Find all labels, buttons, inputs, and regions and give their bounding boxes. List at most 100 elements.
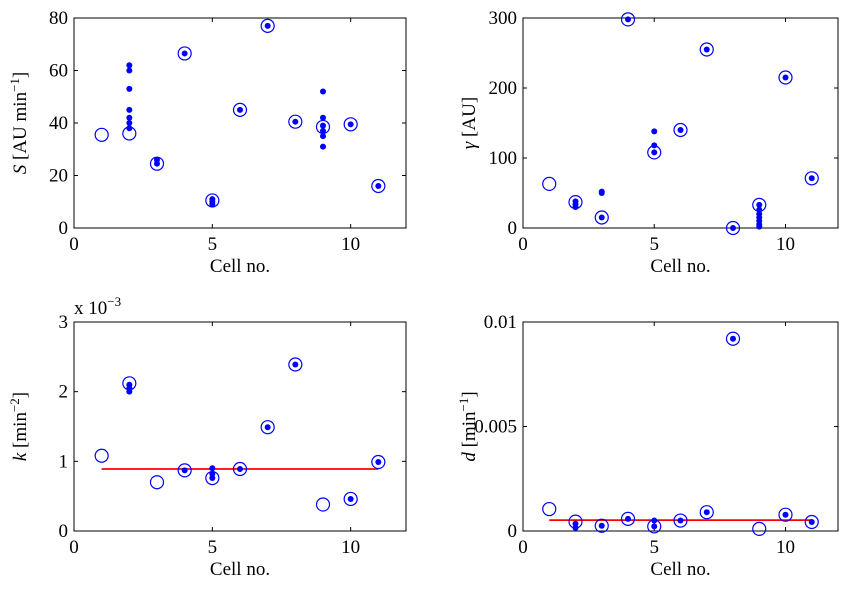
dot-marker	[808, 175, 815, 182]
x-tick-label: 5	[650, 537, 660, 558]
y-axis-unit: [min	[10, 412, 31, 453]
y-axis-variable: S	[10, 164, 31, 174]
ring-marker	[778, 70, 793, 85]
dot-marker	[756, 206, 763, 213]
y-axis-exponent: −1	[456, 398, 471, 412]
ring-marker	[177, 46, 192, 61]
ring-marker	[542, 176, 557, 191]
dot-marker	[625, 515, 631, 522]
y-axis-unit: [min	[459, 411, 480, 452]
dot-marker	[598, 522, 605, 529]
ring-marker	[725, 331, 741, 346]
y-axis-label: k [min−2]	[7, 392, 31, 461]
axes-box	[73, 321, 407, 532]
dot-marker	[320, 127, 326, 134]
y-tick-label: 0	[508, 218, 518, 239]
ring-marker	[232, 461, 248, 477]
y-tick-label: 0.01	[484, 312, 517, 333]
dot-marker	[264, 22, 271, 29]
ring-marker	[594, 210, 609, 225]
x-tick-label: 10	[776, 537, 795, 558]
ring-marker	[260, 18, 275, 33]
x-tick-label: 0	[518, 537, 528, 558]
dot-marker	[703, 509, 710, 516]
ring-marker	[343, 117, 358, 132]
dot-marker	[126, 67, 133, 74]
x-tick-label: 5	[208, 537, 218, 558]
y-axis-label: S [AU min−1]	[7, 72, 31, 175]
ring-marker	[673, 122, 688, 138]
ring-marker	[725, 220, 741, 236]
ring-marker	[673, 513, 688, 528]
y-axis-label: γ [AU]	[459, 97, 480, 149]
y-axis-variable: d	[459, 452, 480, 462]
dot-marker	[598, 190, 605, 196]
y-tick-label: 200	[489, 78, 518, 99]
dot-marker	[126, 125, 133, 132]
dot-marker	[782, 74, 789, 81]
ring-marker	[343, 491, 358, 507]
dot-marker	[292, 361, 299, 368]
ring-marker	[804, 171, 819, 186]
dot-marker	[730, 335, 736, 342]
y-axis-unit: [AU min	[10, 91, 31, 164]
ring-marker	[620, 12, 636, 27]
x-tick-label: 10	[341, 234, 360, 255]
plot-d: 0 5 10 0 0.005 0.01 Cell no. d [min−1]	[456, 312, 839, 580]
dot-marker	[237, 106, 243, 113]
ring-marker	[699, 505, 714, 520]
dot-marker	[375, 459, 382, 466]
ring-marker	[778, 507, 793, 522]
dot-marker	[126, 85, 133, 92]
dot-marker	[572, 204, 579, 210]
ring-marker	[288, 357, 303, 372]
dot-marker	[181, 467, 188, 474]
y-axis-variable: k	[10, 452, 31, 461]
dot-marker	[126, 388, 133, 395]
dot-marker	[209, 475, 216, 482]
y-axis-unit-close: ]	[10, 392, 31, 398]
y-axis-label: d [min−1]	[456, 391, 480, 461]
dot-marker	[126, 114, 133, 121]
dot-marker	[651, 523, 658, 530]
axis-multiplier: x 10−3	[74, 294, 121, 319]
x-axis-label: Cell no.	[650, 256, 710, 277]
ring-marker	[620, 511, 636, 526]
y-tick-label: 0	[508, 521, 518, 542]
y-tick-label: 80	[49, 8, 68, 29]
ring-marker	[371, 454, 386, 470]
y-tick-label: 0	[59, 521, 69, 542]
y-axis-exponent: −2	[7, 398, 22, 412]
x-tick-label: 5	[208, 234, 218, 255]
dot-marker	[651, 128, 658, 135]
dot-marker	[625, 16, 631, 23]
dot-marker	[292, 118, 299, 125]
dot-marker	[756, 201, 763, 208]
x-tick-label: 10	[776, 234, 795, 255]
dot-marker	[756, 223, 763, 230]
ring-marker	[260, 420, 275, 435]
dot-marker	[375, 183, 382, 189]
dot-marker	[126, 106, 133, 113]
dot-marker	[320, 133, 326, 140]
dot-marker	[320, 143, 326, 150]
y-axis-variable: γ	[459, 141, 480, 149]
ring-marker	[542, 501, 557, 517]
dot-marker	[209, 470, 216, 477]
dot-marker	[237, 465, 243, 472]
y-tick-label: 1	[59, 451, 69, 472]
dot-marker	[572, 520, 579, 527]
axes-box	[522, 321, 839, 532]
dot-marker	[703, 46, 710, 53]
ring-marker	[177, 463, 192, 478]
dot-marker	[782, 511, 789, 518]
dot-marker	[126, 62, 133, 69]
dot-marker	[320, 122, 326, 129]
ring-marker	[752, 521, 767, 537]
dot-marker	[320, 88, 326, 95]
x-tick-label: 10	[341, 537, 360, 558]
ring-marker	[804, 514, 819, 530]
y-tick-label: 60	[49, 61, 68, 82]
dot-marker	[651, 149, 658, 156]
